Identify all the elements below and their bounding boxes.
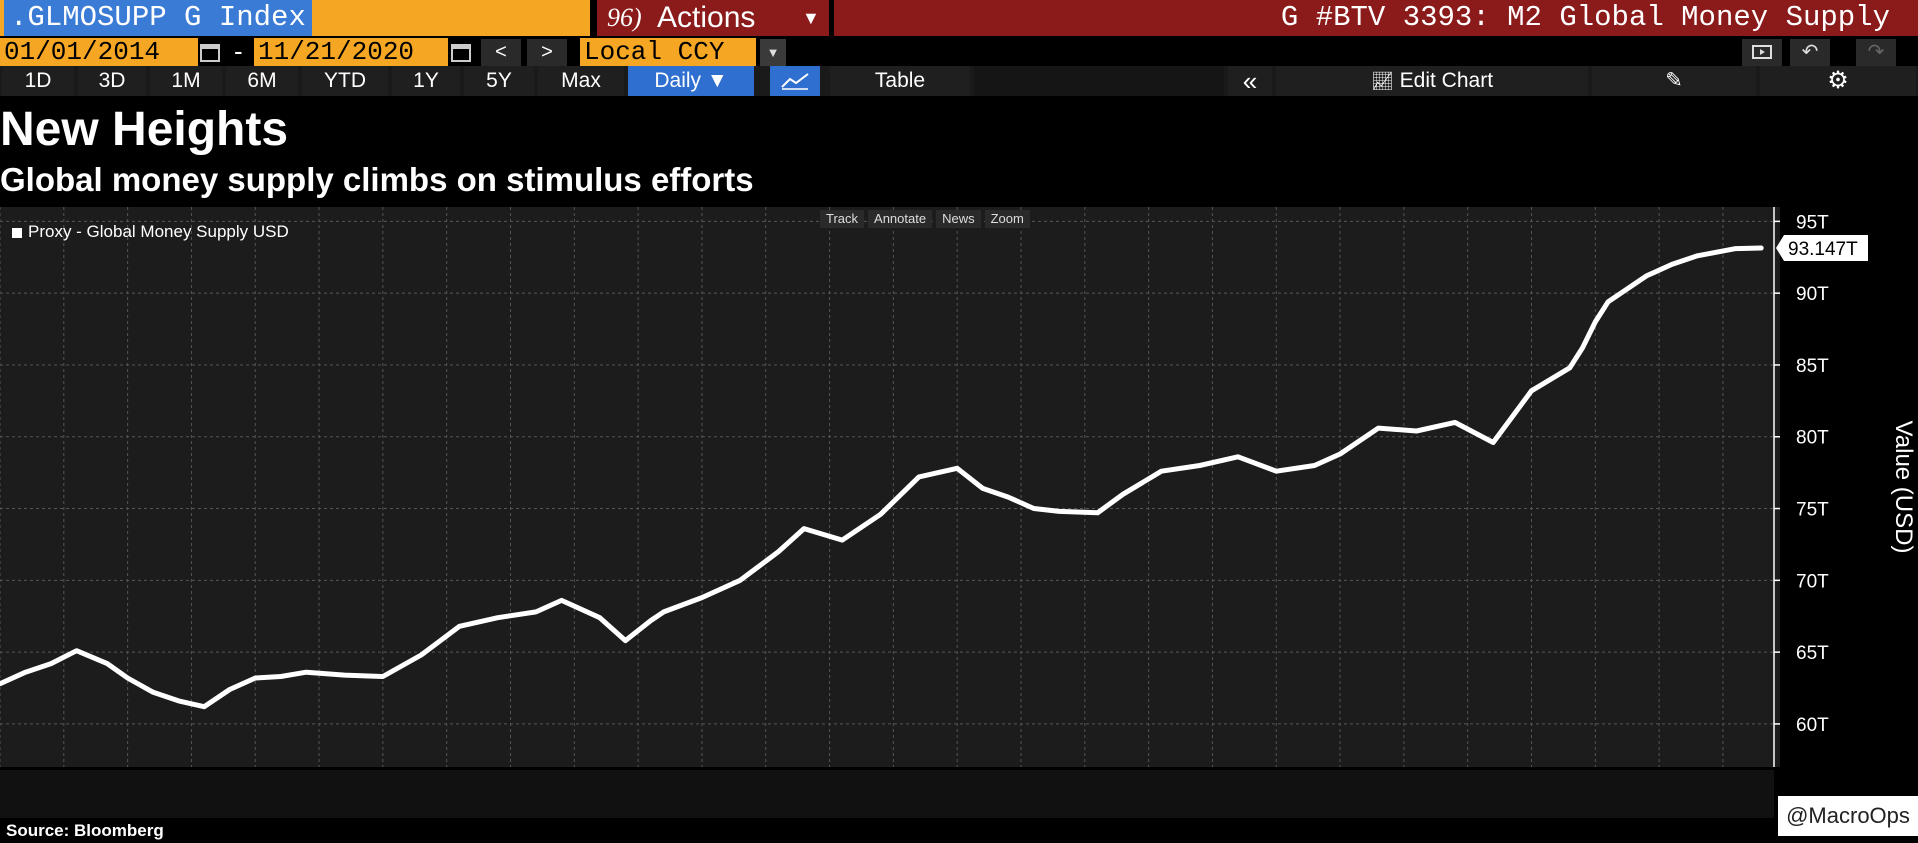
chevron-down-icon: ▼ bbox=[802, 8, 820, 28]
collapse-button[interactable]: « bbox=[1228, 66, 1272, 96]
next-period-button[interactable]: > bbox=[527, 39, 567, 66]
gear-icon[interactable]: ⚙ bbox=[1760, 66, 1916, 96]
chart-title: G #BTV 3393: M2 Global Money Supply bbox=[1280, 1, 1890, 34]
news-tool[interactable]: News bbox=[936, 210, 981, 228]
redo-icon[interactable]: ↷ bbox=[1856, 39, 1896, 66]
chevron-down-icon[interactable]: ▼ bbox=[760, 39, 786, 66]
range-1y-button[interactable]: 1Y bbox=[392, 66, 460, 96]
y-tick-label: 60T bbox=[1796, 715, 1829, 736]
y-tick-label: 95T bbox=[1796, 212, 1829, 233]
y-tick-label: 90T bbox=[1796, 284, 1829, 305]
table-button[interactable]: Table bbox=[830, 66, 970, 96]
source-note: Source: Bloomberg bbox=[6, 821, 164, 840]
grid bbox=[0, 207, 1774, 767]
range-5y-button[interactable]: 5Y bbox=[464, 66, 534, 96]
legend: Proxy - Global Money Supply USD bbox=[12, 222, 289, 242]
series-layer bbox=[0, 245, 1764, 710]
y-tick-label: 70T bbox=[1796, 571, 1829, 592]
toolbar-spacer bbox=[974, 66, 1224, 96]
frequency-select[interactable]: Daily ▼ bbox=[628, 66, 754, 96]
range-1m-button[interactable]: 1M bbox=[150, 66, 222, 96]
y-axis-title: Value (USD) bbox=[1890, 421, 1917, 554]
start-date-input[interactable]: 01/01/2014 bbox=[0, 38, 198, 66]
annotate-tool[interactable]: Annotate bbox=[868, 210, 933, 228]
y-tick-label: 75T bbox=[1796, 500, 1829, 521]
ticker-text[interactable]: .GLMOSUPP G Index bbox=[4, 0, 312, 36]
actions-label: Actions bbox=[657, 1, 756, 34]
y-tick-label: 80T bbox=[1796, 428, 1829, 449]
range-ytd-button[interactable]: YTD bbox=[302, 66, 388, 96]
calendar-icon[interactable] bbox=[449, 40, 473, 64]
last-value-box bbox=[1776, 234, 1868, 261]
y-axis: 60T 65T 70T 75T 80T 85T 90T 95T Value (USD) 93.14… bbox=[1773, 207, 1917, 767]
last-value-label: 93.147T bbox=[1788, 239, 1858, 260]
line-chart-icon[interactable] bbox=[770, 66, 820, 96]
currency-select[interactable]: Local CCY bbox=[580, 38, 756, 66]
edit-chart-label: Edit Chart bbox=[1399, 69, 1494, 92]
edit-chart-button[interactable]: 📈︎ Edit Chart bbox=[1276, 66, 1588, 96]
y-tick-label: 85T bbox=[1796, 356, 1829, 377]
page-subheading: Global money supply climbs on stimulus e… bbox=[0, 161, 754, 198]
prev-period-button[interactable]: < bbox=[481, 39, 521, 66]
present-screen-icon[interactable] bbox=[1742, 39, 1782, 66]
y-tick-label: 65T bbox=[1796, 643, 1829, 664]
range-3d-button[interactable]: 3D bbox=[78, 66, 146, 96]
legend-label: Proxy - Global Money Supply USD bbox=[28, 222, 289, 241]
title-bar bbox=[834, 0, 1918, 36]
zoom-tool[interactable]: Zoom bbox=[984, 210, 1030, 228]
track-tool[interactable]: Track bbox=[820, 210, 865, 228]
page-heading: New Heights bbox=[0, 103, 289, 156]
series-line bbox=[0, 245, 1764, 710]
edit-chart-icon: 📈︎ bbox=[1370, 71, 1394, 91]
range-6m-button[interactable]: 6M bbox=[226, 66, 298, 96]
undo-icon[interactable]: ↶ bbox=[1790, 39, 1830, 66]
calendar-icon[interactable] bbox=[198, 40, 222, 64]
range-max-button[interactable]: Max bbox=[538, 66, 624, 96]
end-date-input[interactable]: 11/21/2020 bbox=[254, 38, 448, 66]
chart-mini-tools: Track Annotate News Zoom bbox=[820, 210, 1034, 228]
actions-number: 96) bbox=[607, 3, 642, 32]
actions-menu-button[interactable]: 96) Actions ▼ bbox=[597, 0, 829, 36]
watermark: @MacroOps bbox=[1778, 796, 1918, 836]
x-axis-bar bbox=[0, 770, 1774, 818]
legend-swatch bbox=[12, 227, 22, 238]
range-1d-button[interactable]: 1D bbox=[2, 66, 74, 96]
date-separator: - bbox=[234, 36, 243, 66]
annotate-pen-icon[interactable]: ✎ bbox=[1592, 66, 1756, 96]
